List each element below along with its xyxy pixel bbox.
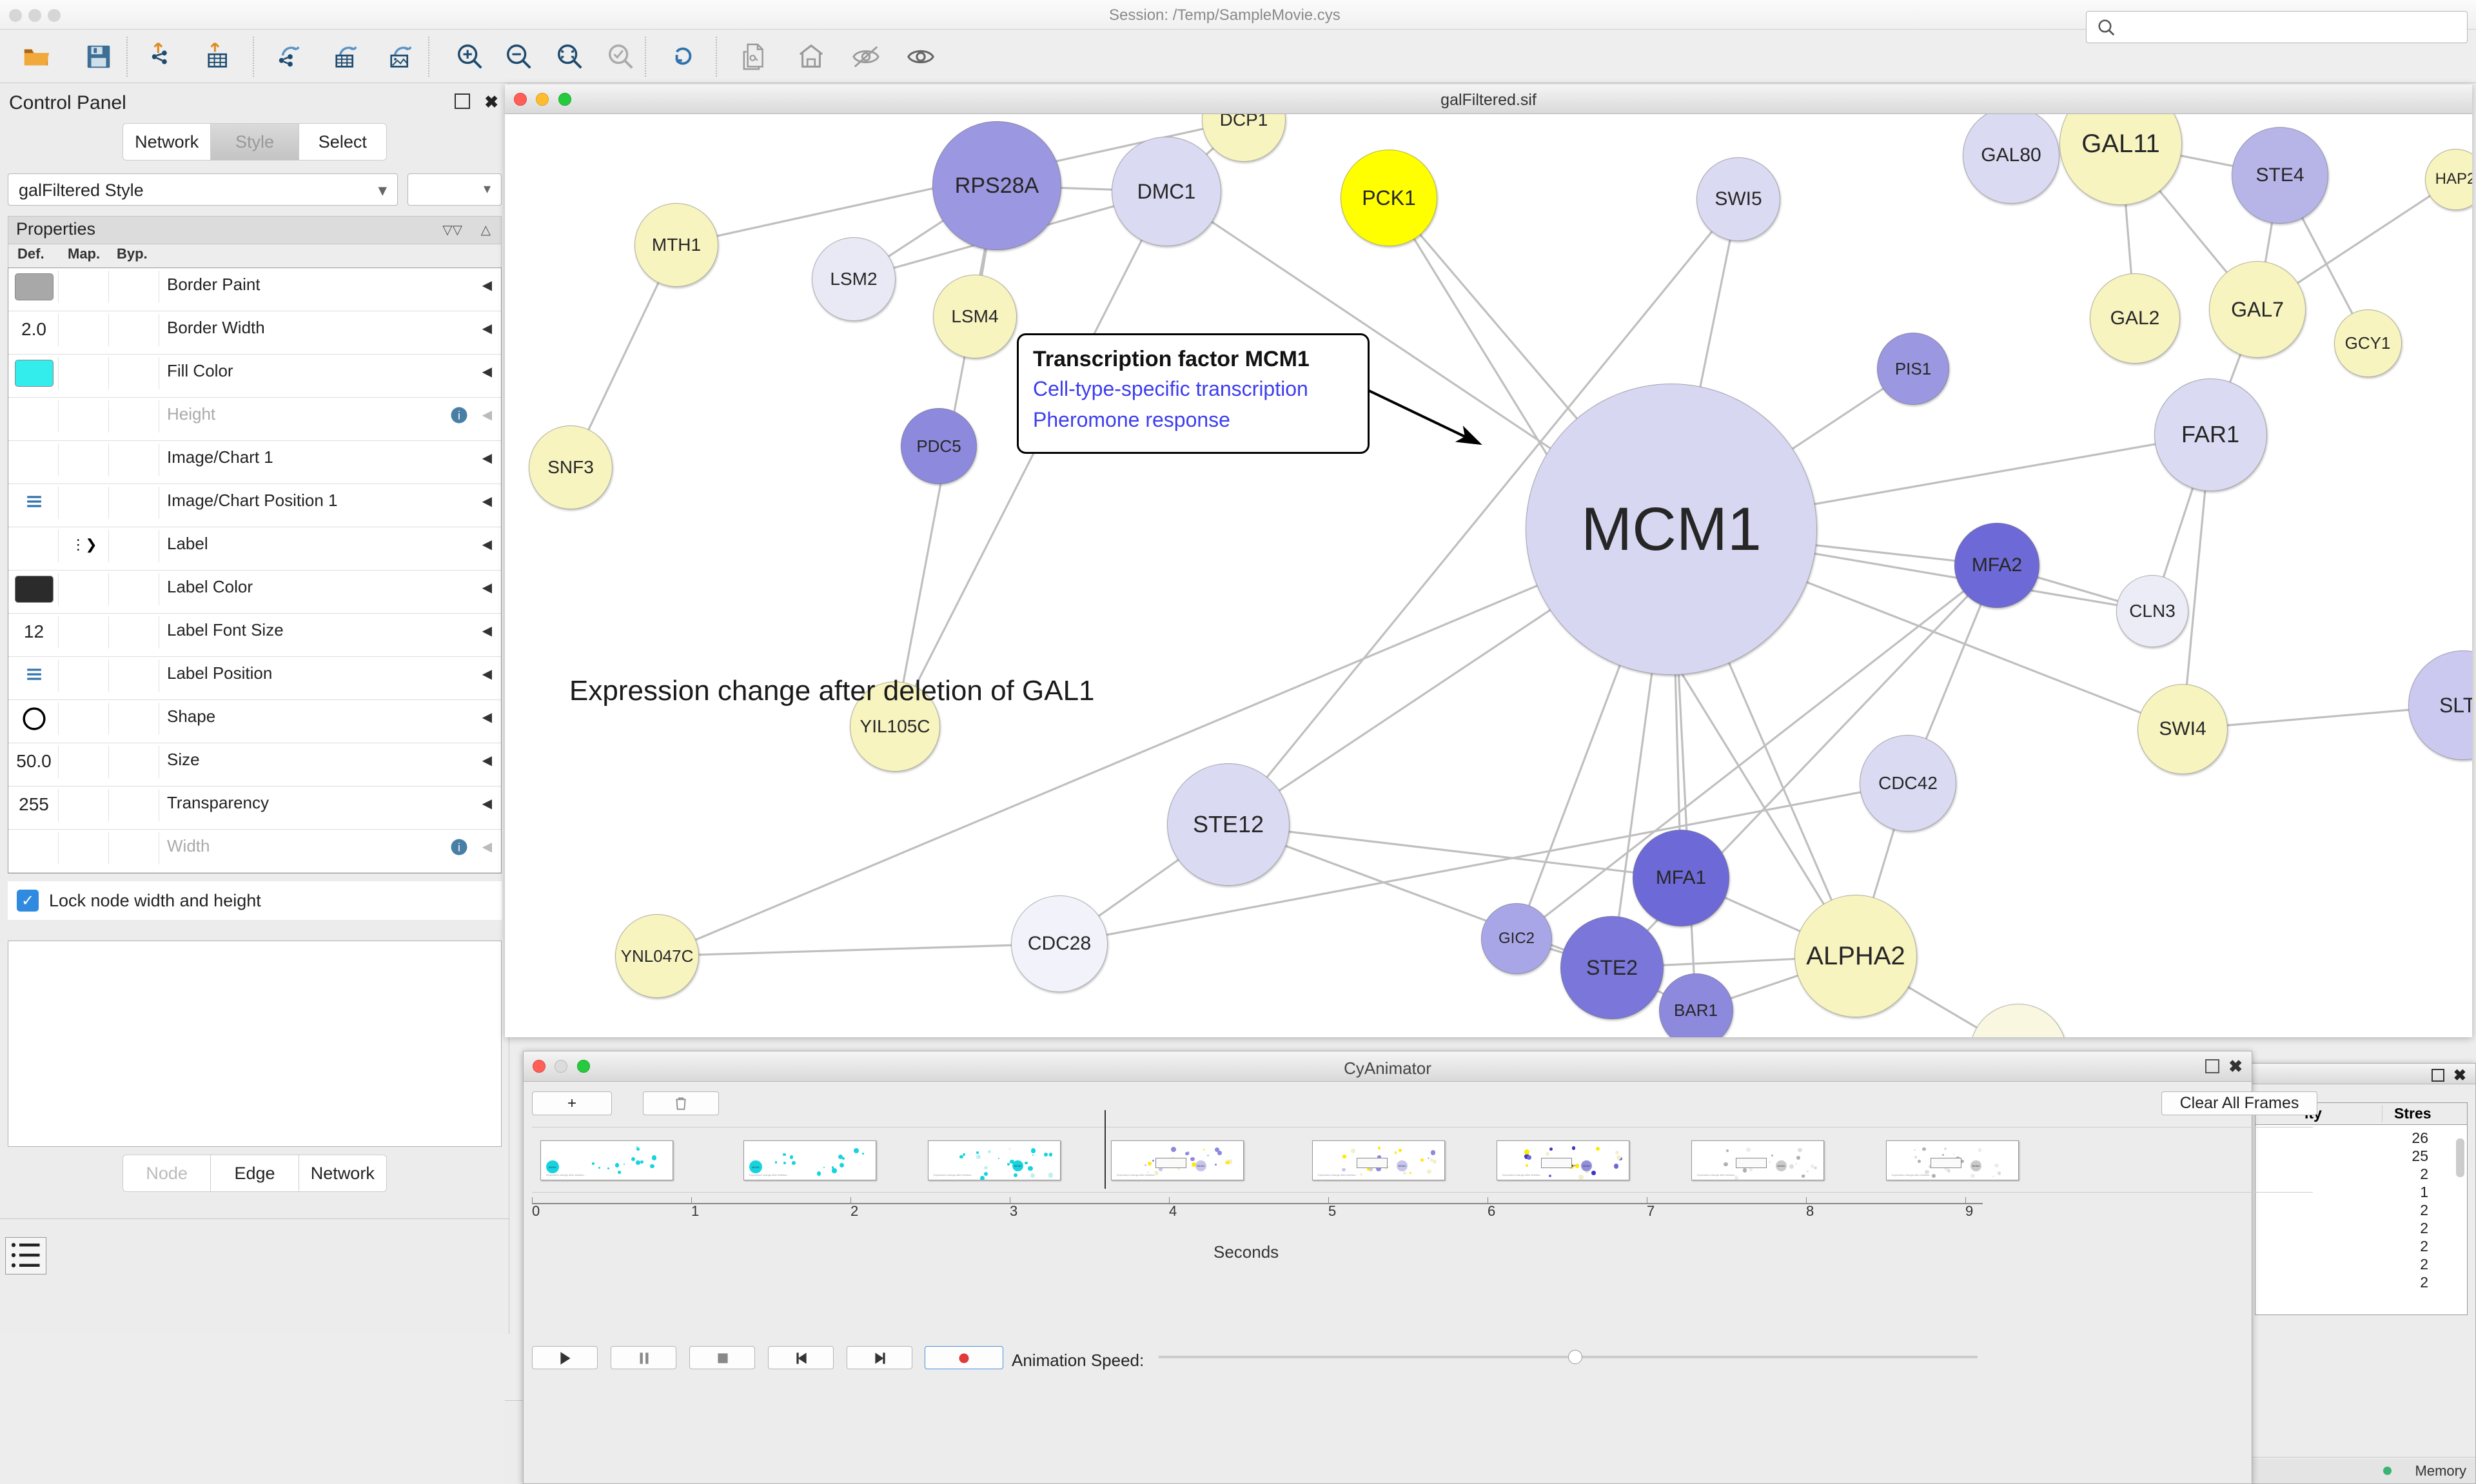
svg-text:i: i bbox=[458, 409, 460, 422]
svg-text:i: i bbox=[458, 841, 460, 854]
